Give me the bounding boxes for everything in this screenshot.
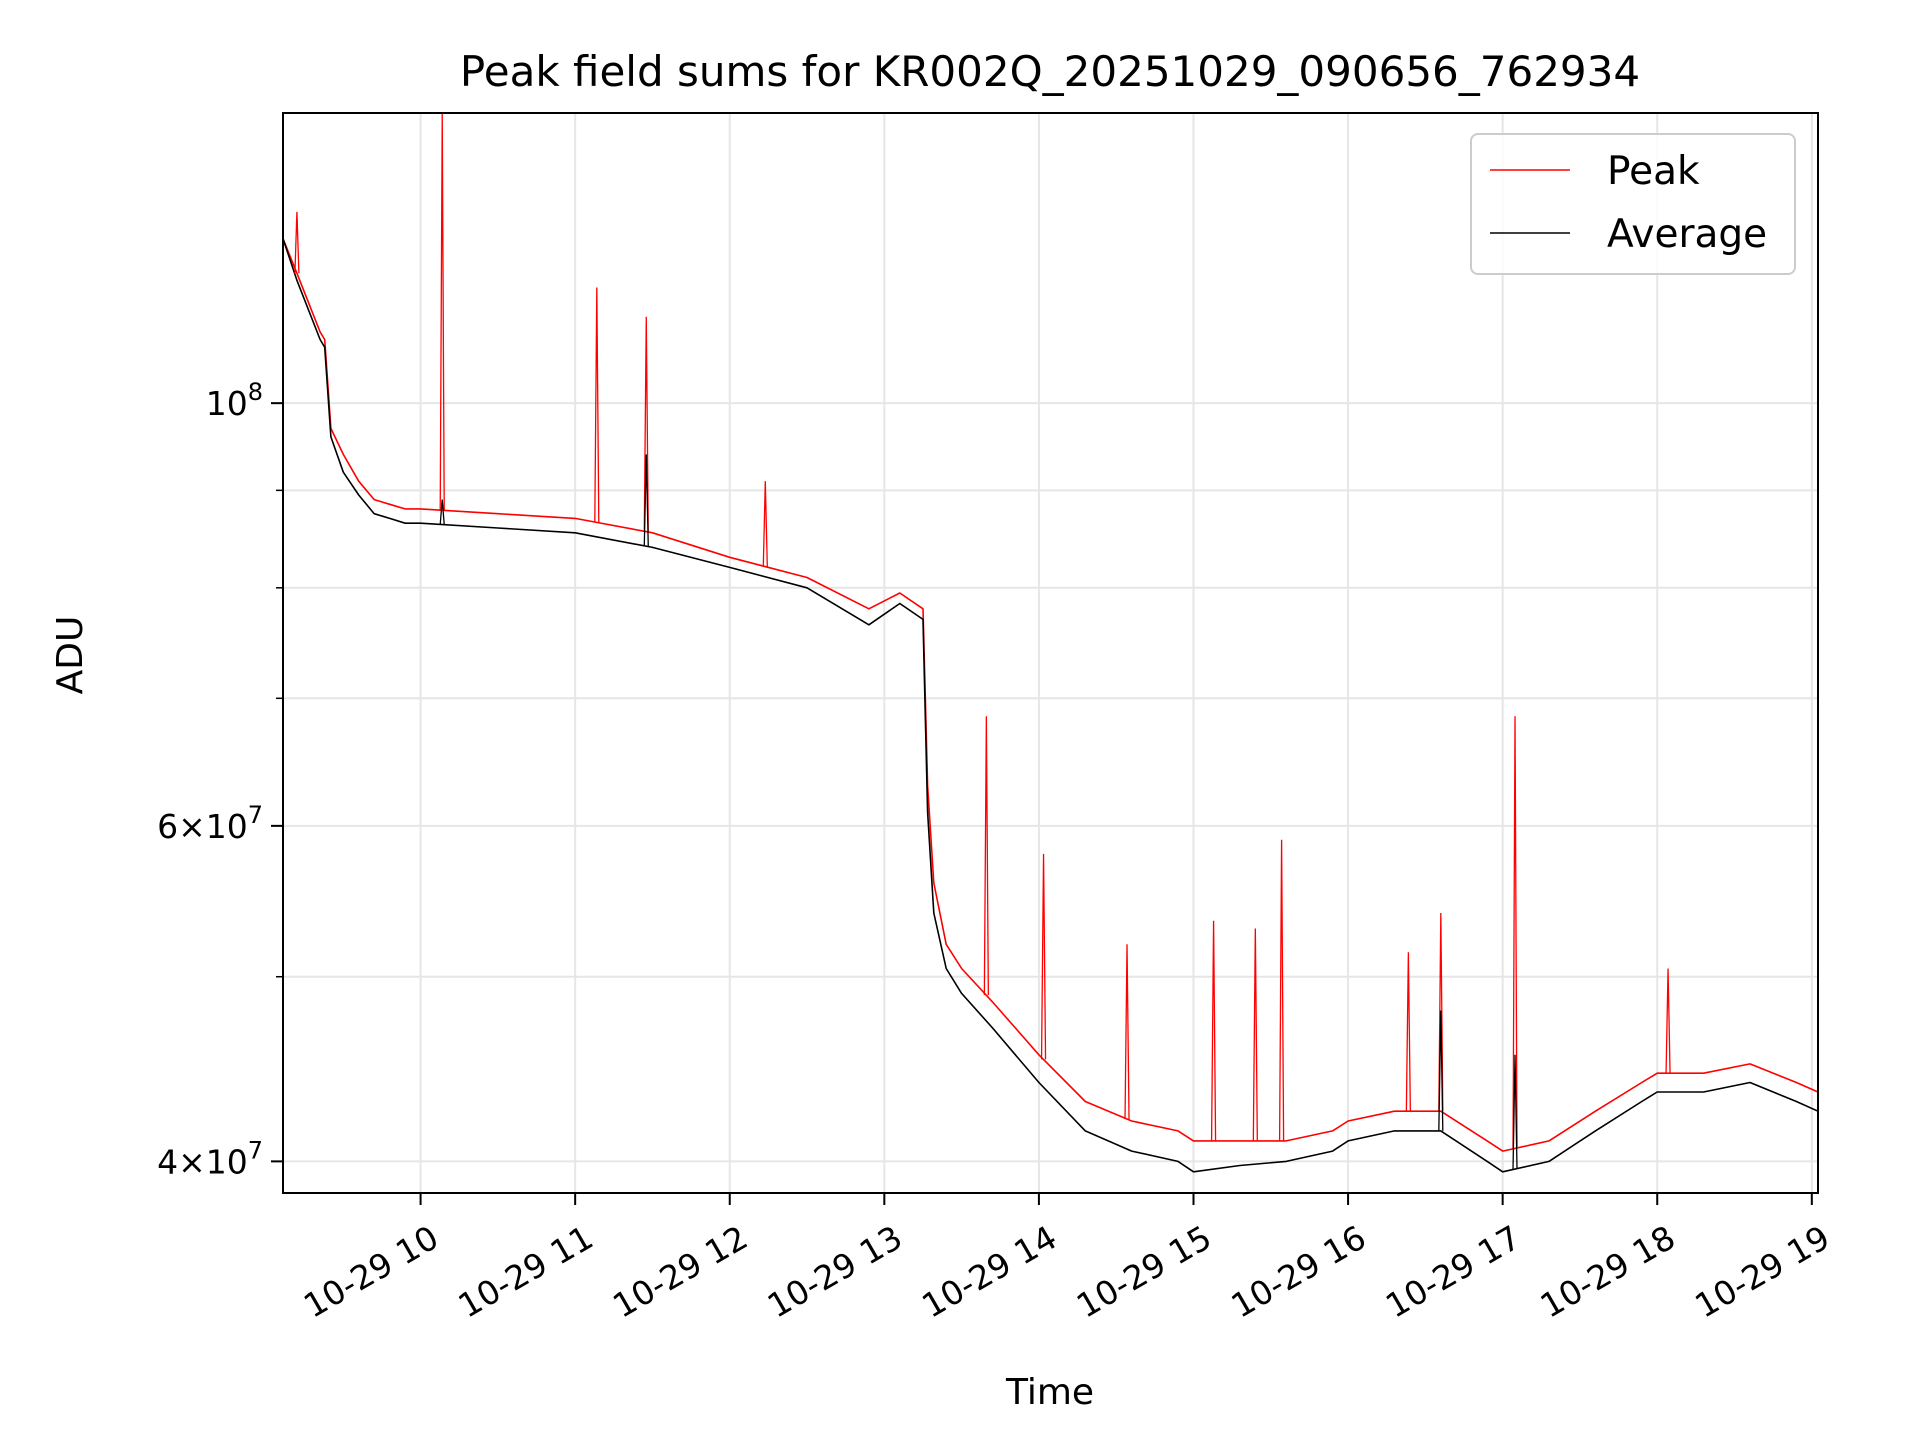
legend-average-label: Average — [1607, 212, 1767, 257]
y-axis: 108 6×107 4×107 — [157, 378, 283, 1181]
spike-peak — [643, 316, 649, 532]
y-tick-label: 6×107 — [157, 801, 263, 846]
legend: Peak Average — [1470, 133, 1796, 275]
y-axis-label: ADU — [50, 616, 91, 695]
plot-background — [283, 113, 1818, 1193]
y-tick-label: 108 — [206, 378, 263, 423]
legend-peak-label: Peak — [1607, 149, 1700, 194]
spike-peak — [1124, 944, 1130, 1120]
legend-box — [1470, 133, 1796, 275]
spike-peak — [1040, 853, 1047, 1060]
spike-average — [643, 454, 649, 547]
spike-peak — [1512, 716, 1518, 1149]
spike-peak — [762, 481, 768, 567]
spike-peak — [1405, 952, 1412, 1112]
grid-layer — [283, 113, 1818, 1193]
plot-area — [282, 112, 1819, 1194]
spike-peak — [294, 211, 300, 274]
spike-average — [1438, 1010, 1444, 1131]
spike-average — [1512, 1054, 1518, 1170]
x-axis-label: Time — [1005, 1372, 1094, 1413]
spike-peak — [594, 287, 600, 523]
series-line-peak — [282, 238, 1819, 1152]
chart-title: Peak field sums for KR002Q_20251029_0906… — [460, 47, 1640, 96]
spike-peak — [1665, 968, 1671, 1074]
spike-average — [439, 499, 445, 525]
series-layer — [282, 112, 1819, 1173]
spike-peak — [1438, 913, 1444, 1112]
spike-peak — [983, 716, 989, 996]
plot-frame — [282, 112, 1819, 1194]
y-tick-label: 4×107 — [157, 1136, 263, 1181]
spike-peak — [1278, 839, 1285, 1141]
series-line-average — [282, 238, 1819, 1173]
spike-peak — [1252, 928, 1258, 1141]
spike-peak — [1210, 920, 1217, 1141]
